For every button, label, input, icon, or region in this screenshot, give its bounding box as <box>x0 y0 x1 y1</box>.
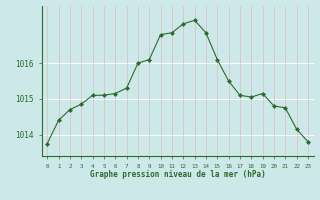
X-axis label: Graphe pression niveau de la mer (hPa): Graphe pression niveau de la mer (hPa) <box>90 170 266 179</box>
